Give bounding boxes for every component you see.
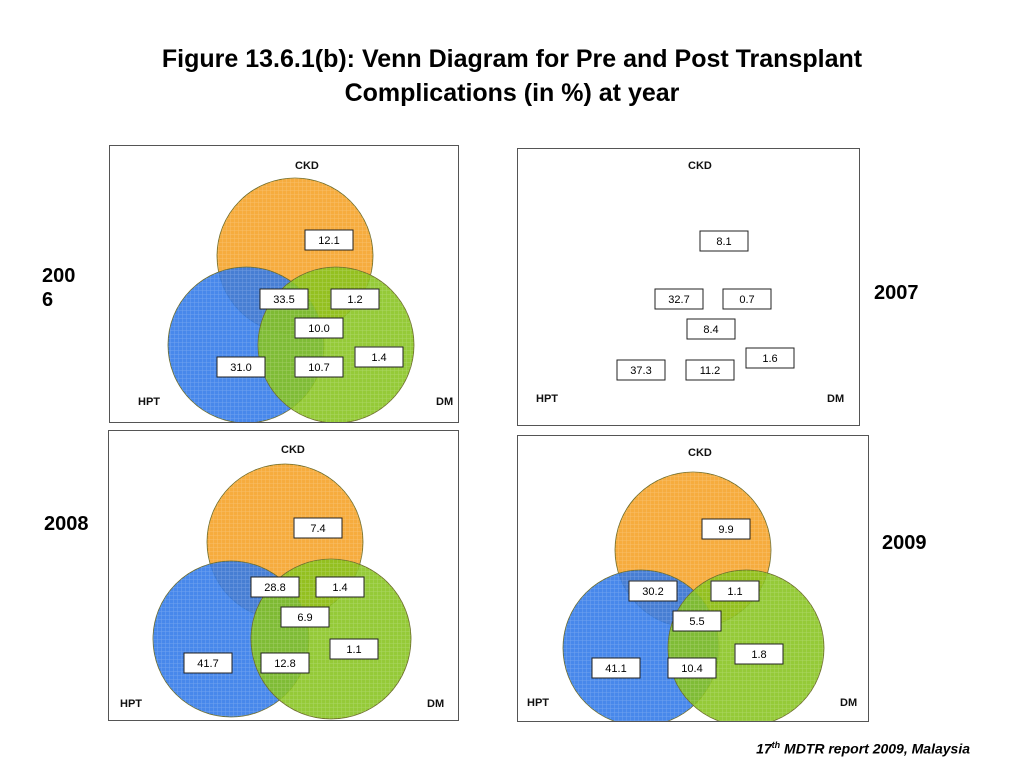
value-label-hpt-dm: 12.8 xyxy=(274,658,295,670)
set-label-dm: DM xyxy=(827,393,844,405)
footer-text: MDTR report 2009, Malaysia xyxy=(780,740,970,757)
set-label-hpt: HPT xyxy=(536,393,558,405)
value-label-dm-only: 1.1 xyxy=(346,644,361,656)
value-label-ckd-only: 9.9 xyxy=(718,524,733,536)
value-label-ckd-hpt: 28.8 xyxy=(264,582,285,594)
set-label-dm: DM xyxy=(436,396,453,408)
value-label-all-three: 6.9 xyxy=(297,612,312,624)
set-label-hpt: HPT xyxy=(120,698,142,710)
venn-diagram-2007: CKD HPT DM 8.1 32.7 0.7 8.4 37.3 11.2 1.6 xyxy=(536,160,844,405)
value-box-ckd-only: 8.1 xyxy=(699,230,749,252)
value-label-ckd-dm: 1.2 xyxy=(347,294,362,306)
value-label-dm-only: 1.6 xyxy=(762,353,777,365)
value-label-dm-only: 1.4 xyxy=(371,352,386,364)
value-box-ckd-dm: 1.4 xyxy=(315,576,365,598)
value-label-hpt-only: 37.3 xyxy=(630,365,651,377)
value-box-ckd-only: 12.1 xyxy=(304,229,354,251)
value-box-hpt-dm: 11.2 xyxy=(685,359,735,381)
footer-source: 17th MDTR report 2009, Malaysia xyxy=(756,740,970,757)
value-box-ckd-only: 9.9 xyxy=(701,518,751,540)
value-box-hpt-only: 41.7 xyxy=(183,652,233,674)
value-label-ckd-dm: 1.1 xyxy=(727,586,742,598)
value-label-ckd-hpt: 33.5 xyxy=(273,294,294,306)
value-label-ckd-only: 8.1 xyxy=(716,236,731,248)
value-box-ckd-dm: 1.2 xyxy=(330,288,380,310)
venn-panel-2008: CKD HPT DM 7.4 28.8 1.4 6.9 41.7 12.8 1.1 xyxy=(108,430,459,721)
value-box-ckd-hpt: 30.2 xyxy=(628,580,678,602)
value-label-ckd-hpt: 30.2 xyxy=(642,586,663,598)
value-box-ckd-hpt: 28.8 xyxy=(250,576,300,598)
value-box-ckd-only: 7.4 xyxy=(293,517,343,539)
value-label-ckd-only: 12.1 xyxy=(318,235,339,247)
value-box-ckd-hpt: 33.5 xyxy=(259,288,309,310)
value-box-hpt-only: 37.3 xyxy=(616,359,666,381)
value-label-hpt-only: 31.0 xyxy=(230,362,251,374)
value-box-hpt-dm: 10.4 xyxy=(667,657,717,679)
year-label-2007: 2007 xyxy=(874,282,919,304)
value-box-dm-only: 1.6 xyxy=(745,347,795,369)
value-box-dm-only: 1.1 xyxy=(329,638,379,660)
value-label-hpt-only: 41.7 xyxy=(197,658,218,670)
value-box-ckd-dm: 1.1 xyxy=(710,580,760,602)
value-box-all-three: 5.5 xyxy=(672,610,722,632)
value-label-all-three: 5.5 xyxy=(689,616,704,628)
value-label-ckd-dm: 0.7 xyxy=(739,294,754,306)
value-label-all-three: 10.0 xyxy=(308,323,329,335)
figure-title-line-2: Complications (in %) at year xyxy=(344,79,680,107)
value-box-dm-only: 1.4 xyxy=(354,346,404,368)
year-label-2008: 2008 xyxy=(44,513,89,535)
value-label-all-three: 8.4 xyxy=(703,324,718,336)
set-label-ckd: CKD xyxy=(281,444,305,456)
value-box-hpt-dm: 10.7 xyxy=(294,356,344,378)
footer-number: 17 xyxy=(756,740,772,757)
set-label-ckd: CKD xyxy=(688,160,712,172)
figure-title-line-1: Figure 13.6.1(b): Venn Diagram for Pre a… xyxy=(161,45,863,73)
set-label-ckd: CKD xyxy=(688,447,712,459)
value-label-ckd-hpt: 32.7 xyxy=(668,294,689,306)
set-label-hpt: HPT xyxy=(138,396,160,408)
venn-panel-2006: CKD HPT DM 12.1 33.5 1.2 10.0 31.0 10.7 1.4 xyxy=(109,145,459,423)
value-box-hpt-dm: 12.8 xyxy=(260,652,310,674)
set-label-ckd: CKD xyxy=(295,160,319,172)
year-label-2009: 2009 xyxy=(882,532,927,554)
value-box-all-three: 8.4 xyxy=(686,318,736,340)
footer-superscript: th xyxy=(771,740,781,750)
value-label-ckd-dm: 1.4 xyxy=(332,582,347,594)
value-box-ckd-dm: 0.7 xyxy=(722,288,772,310)
value-label-hpt-dm: 11.2 xyxy=(700,365,721,377)
value-box-all-three: 10.0 xyxy=(294,317,344,339)
venn-diagram-2006: CKD HPT DM 12.1 33.5 1.2 10.0 31.0 10.7 1.4 xyxy=(138,160,453,422)
value-box-hpt-only: 31.0 xyxy=(216,356,266,378)
figure-title: Figure 13.6.1(b): Venn Diagram for Pre a… xyxy=(0,42,1024,110)
set-label-dm: DM xyxy=(840,697,857,709)
value-label-dm-only: 1.8 xyxy=(751,649,766,661)
value-label-hpt-only: 41.1 xyxy=(605,663,626,675)
venn-diagram-2008: CKD HPT DM 7.4 28.8 1.4 6.9 41.7 12.8 1.1 xyxy=(120,444,444,720)
venn-panel-2007: CKD HPT DM 8.1 32.7 0.7 8.4 37.3 11.2 1.6 xyxy=(517,148,860,426)
value-label-ckd-only: 7.4 xyxy=(310,523,325,535)
value-box-hpt-only: 41.1 xyxy=(591,657,641,679)
set-label-hpt: HPT xyxy=(527,697,549,709)
set-label-dm: DM xyxy=(427,698,444,710)
value-label-hpt-dm: 10.7 xyxy=(308,362,329,374)
value-label-hpt-dm: 10.4 xyxy=(681,663,702,675)
venn-panel-2009: CKD HPT DM 9.9 30.2 1.1 5.5 41.1 10.4 1.8 xyxy=(517,435,869,722)
venn-diagram-2009: CKD HPT DM 9.9 30.2 1.1 5.5 41.1 10.4 1.8 xyxy=(527,447,857,721)
value-box-all-three: 6.9 xyxy=(280,606,330,628)
value-box-ckd-hpt: 32.7 xyxy=(654,288,704,310)
value-box-dm-only: 1.8 xyxy=(734,643,784,665)
year-label-2006: 200 6 xyxy=(42,265,76,311)
